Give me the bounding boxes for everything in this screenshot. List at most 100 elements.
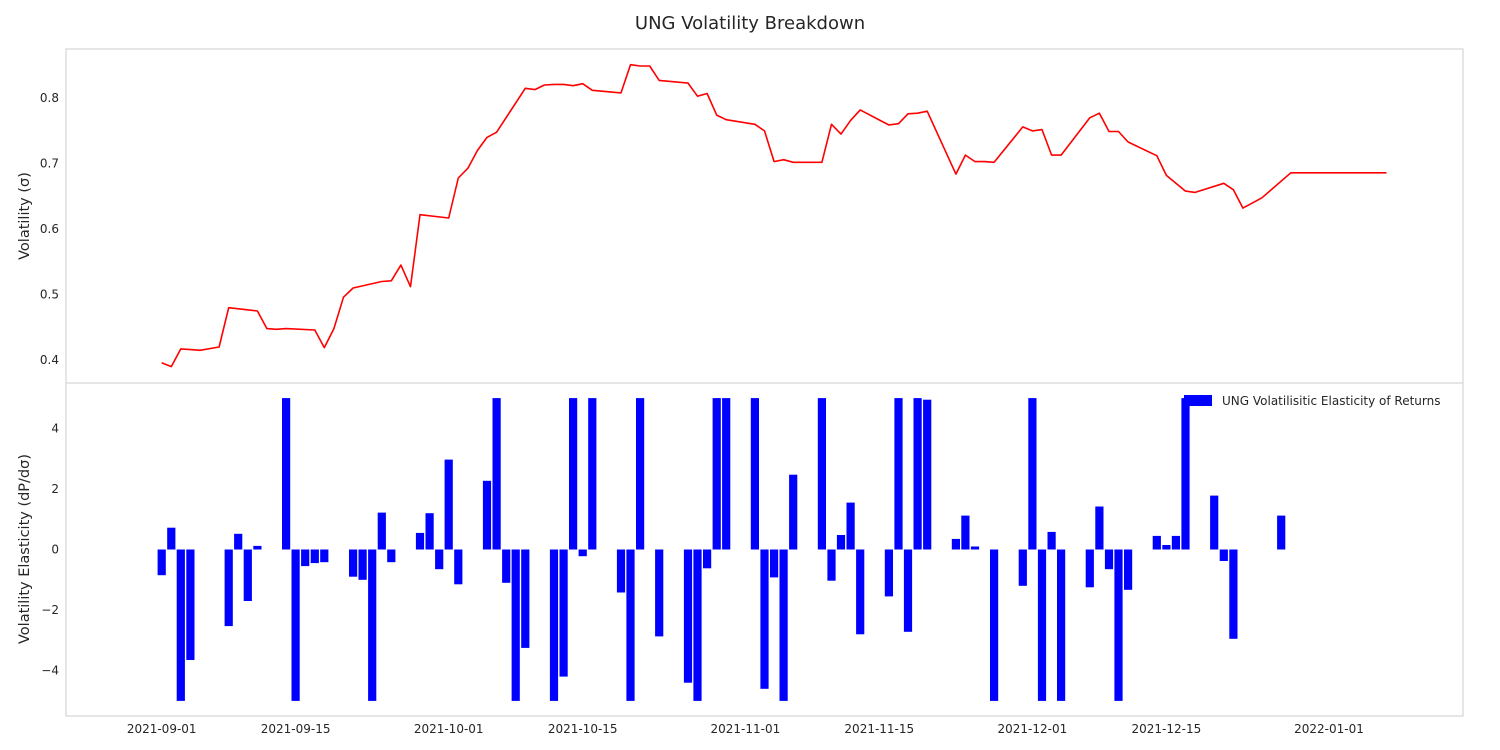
elasticity-bar	[970, 546, 980, 550]
elasticity-bar	[301, 549, 310, 567]
x-tick-label: 2021-12-01	[998, 722, 1068, 736]
volatility-panel: 0.4 0.5 0.6 0.7 0.8 Volatility (σ)	[17, 48, 1464, 384]
elasticity-bar	[703, 549, 712, 569]
elasticity-bar	[291, 549, 300, 701]
legend-swatch	[1184, 395, 1212, 406]
elasticity-bar	[1219, 549, 1228, 561]
elasticity-bar	[1124, 549, 1133, 590]
x-tick-label: 2021-10-01	[414, 722, 484, 736]
elasticity-bar	[521, 549, 530, 648]
elasticity-bar	[817, 398, 826, 550]
elasticity-bar	[502, 549, 511, 583]
elasticity-bar	[1114, 549, 1123, 701]
volatility-plot-area	[65, 48, 1464, 384]
x-tick-label: 2021-09-15	[261, 722, 331, 736]
elasticity-bar	[387, 549, 396, 563]
volatility-y-tick-label: 0.5	[40, 288, 59, 302]
elasticity-bar	[990, 549, 999, 701]
elasticity-bar	[578, 549, 587, 557]
elasticity-bar	[693, 549, 702, 701]
elasticity-bar	[636, 398, 645, 550]
elasticity-bar	[683, 549, 693, 683]
elasticity-bar	[923, 399, 932, 550]
elasticity-bar	[157, 549, 166, 576]
elasticity-bar	[760, 549, 769, 689]
elasticity-bar	[770, 549, 779, 578]
elasticity-bars	[157, 398, 1286, 701]
elasticity-bar	[913, 398, 922, 550]
elasticity-bar	[789, 474, 798, 550]
elasticity-y-axis-label: Volatility Elasticity (dP/dσ)	[17, 454, 33, 644]
elasticity-bar	[1104, 549, 1114, 570]
elasticity-bar	[903, 549, 913, 632]
chart-title: UNG Volatility Breakdown	[635, 13, 865, 34]
volatility-y-tick-label: 0.6	[40, 222, 59, 236]
elasticity-bar	[186, 549, 195, 660]
elasticity-bar	[176, 549, 185, 701]
volatility-y-tick-label: 0.7	[40, 157, 59, 171]
elasticity-bar	[415, 532, 425, 550]
elasticity-bar	[1057, 549, 1066, 701]
volatility-y-tick-label: 0.8	[40, 91, 59, 105]
elasticity-bar	[492, 398, 501, 550]
elasticity-bar	[1171, 535, 1180, 550]
elasticity-bar	[655, 549, 664, 637]
elasticity-bar	[1018, 549, 1027, 586]
elasticity-bar	[1028, 398, 1037, 550]
volatility-y-ticks: 0.4 0.5 0.6 0.7 0.8	[40, 91, 59, 367]
elasticity-bar	[511, 549, 520, 701]
date-x-ticks: 2021-09-01 2021-09-15 2021-10-01 2021-10-15…	[127, 722, 1364, 736]
elasticity-bar	[779, 549, 788, 701]
elasticity-bar	[349, 549, 358, 577]
elasticity-bar	[884, 549, 893, 597]
elasticity-bar	[1085, 549, 1094, 588]
elasticity-bar	[224, 549, 233, 627]
volatility-y-tick-label: 0.4	[40, 353, 59, 367]
elasticity-bar	[310, 549, 319, 564]
volatility-series-line	[161, 63, 1387, 368]
elasticity-y-tick-label: −4	[41, 664, 59, 678]
elasticity-bar	[1229, 549, 1238, 639]
elasticity-bar	[1037, 549, 1047, 701]
elasticity-bar	[1181, 398, 1190, 550]
elasticity-bar	[559, 549, 568, 677]
elasticity-panel: −4 −2 0 2 4 Volatility Elasticity (dP/dσ) 20…	[17, 382, 1464, 736]
elasticity-y-tick-label: 2	[51, 482, 59, 496]
elasticity-bar	[1162, 545, 1171, 550]
elasticity-bar	[234, 533, 243, 550]
elasticity-bar	[358, 549, 367, 580]
elasticity-bar	[282, 398, 291, 550]
elasticity-y-tick-label: −2	[41, 603, 59, 617]
elasticity-bar	[549, 549, 559, 701]
legend-label: UNG Volatilisitic Elasticity of Returns	[1222, 394, 1441, 408]
volatility-y-axis-label: Volatility (σ)	[17, 172, 33, 260]
elasticity-bar	[1095, 506, 1104, 550]
x-tick-label: 2021-11-15	[844, 722, 914, 736]
elasticity-bar	[1152, 535, 1161, 550]
elasticity-bar	[750, 398, 759, 550]
elasticity-bar	[482, 480, 492, 550]
elasticity-bar	[1047, 531, 1056, 550]
elasticity-bar	[368, 549, 377, 701]
x-tick-label: 2022-01-01	[1294, 722, 1364, 736]
elasticity-bar	[377, 512, 386, 550]
elasticity-bar	[167, 527, 176, 550]
elasticity-bar	[836, 535, 846, 550]
elasticity-y-tick-label: 4	[51, 421, 59, 435]
elasticity-bar	[425, 513, 434, 550]
elasticity-bar	[722, 398, 731, 550]
elasticity-bar	[454, 549, 463, 585]
elasticity-bar	[569, 398, 578, 550]
elasticity-bar	[1277, 515, 1286, 550]
elasticity-bar	[951, 538, 960, 550]
elasticity-bar	[320, 549, 329, 563]
elasticity-bar	[827, 549, 836, 581]
elasticity-bar	[435, 549, 444, 570]
elasticity-bar	[894, 398, 903, 550]
elasticity-bar	[712, 398, 721, 550]
legend: UNG Volatilisitic Elasticity of Returns	[1184, 394, 1441, 408]
x-tick-label: 2021-09-01	[127, 722, 197, 736]
elasticity-bar	[1210, 495, 1219, 550]
elasticity-bar	[444, 459, 453, 550]
